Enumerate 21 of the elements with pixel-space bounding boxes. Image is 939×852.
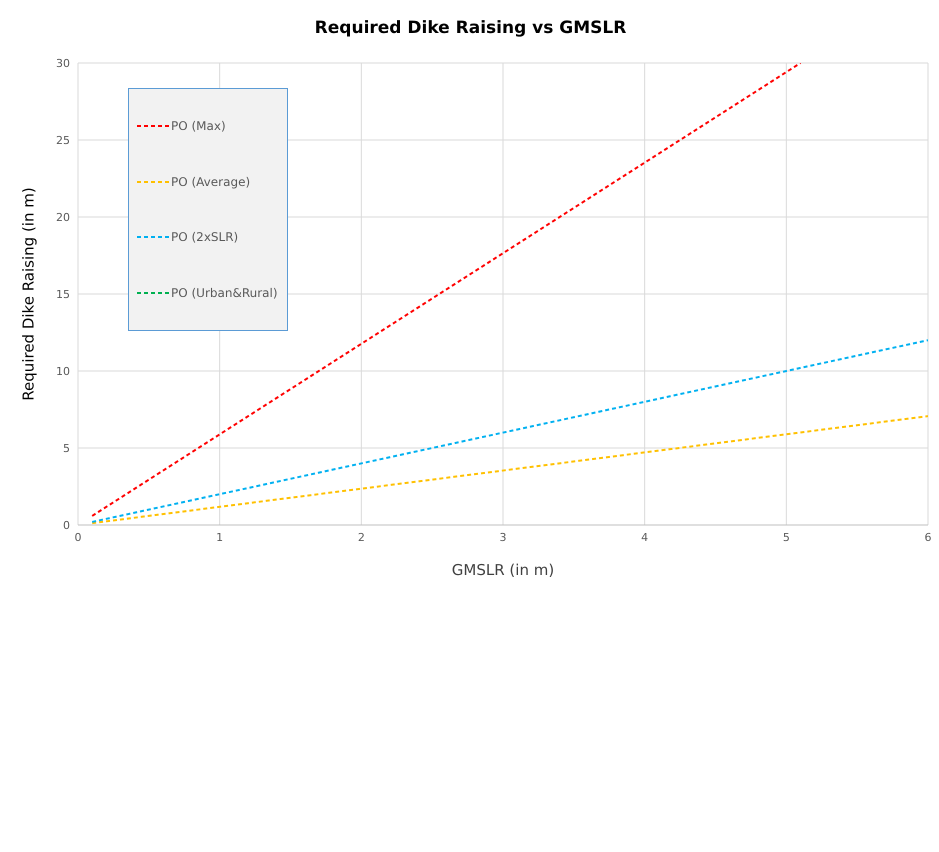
x-tick-label: 1 [216,530,224,544]
y-tick-label: 5 [63,442,70,455]
chart-title: Required Dike Raising vs GMSLR [314,17,628,40]
y-axis-title: Required Dike Raising (in m) [19,187,38,401]
x-tick-label: 2 [358,530,365,544]
x-tick-label: 0 [74,530,82,544]
y-tick-label: 25 [56,134,70,147]
y-tick-label: 30 [56,56,70,70]
legend-label: PO (Max) [171,119,226,133]
x-tick-label: 5 [782,530,790,544]
legend-label: PO (Urban&Rural) [171,286,278,300]
y-tick-label: 10 [56,364,70,378]
x-tick-label: 3 [500,530,506,544]
x-axis-title: GMSLR (in m) [452,561,554,579]
x-tick-label: 4 [641,530,648,544]
y-tick-label: 0 [63,518,70,532]
y-tick-label: 20 [56,210,70,224]
x-tick-label: 6 [924,530,932,544]
legend-label: PO (2xSLR) [171,230,238,244]
y-tick-label: 15 [56,288,70,301]
legend-label: PO (Average) [171,174,250,189]
